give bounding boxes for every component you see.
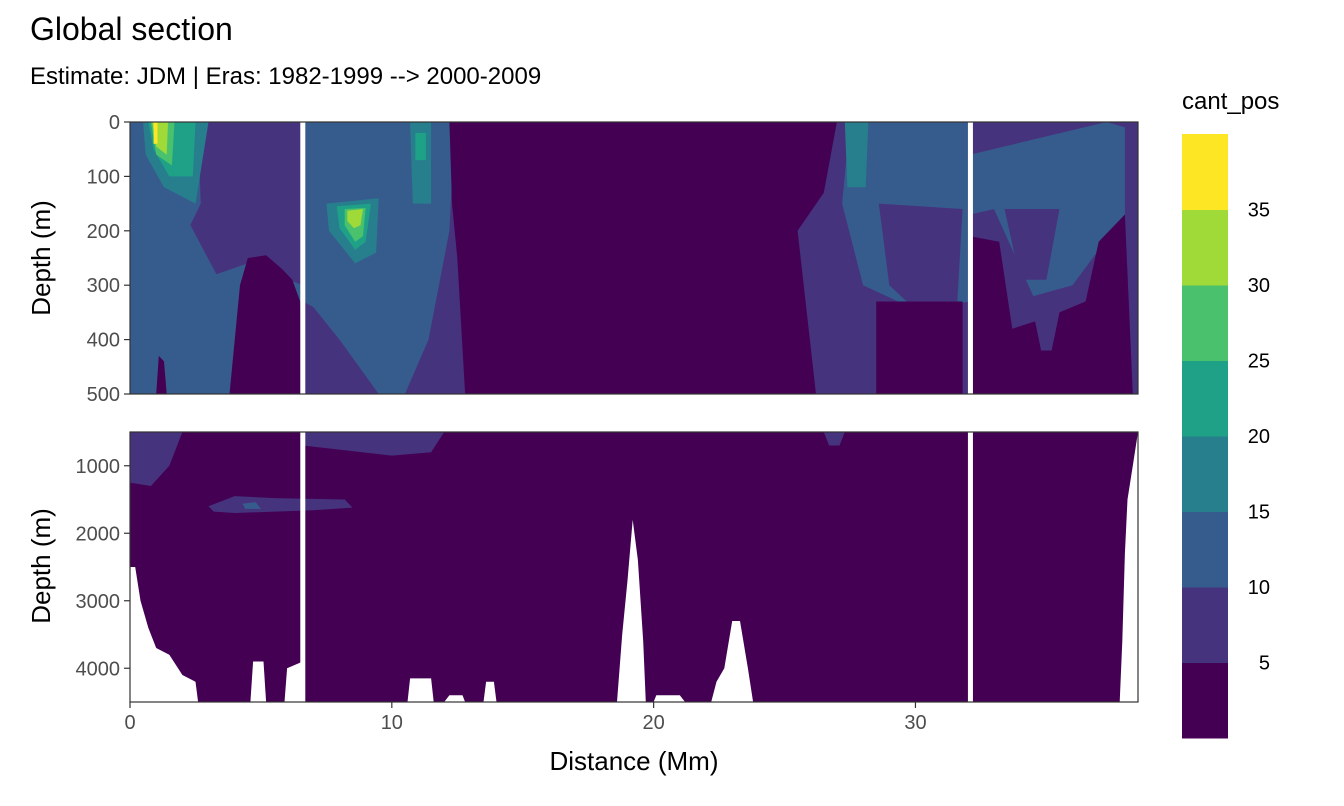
upper-contour-region [878, 203, 963, 310]
upper-contour-region [153, 122, 158, 144]
legend-swatch [1182, 662, 1228, 739]
legend-break-label: 20 [1248, 426, 1270, 448]
lower-y-tick-label: 3000 [76, 591, 121, 613]
chart-subtitle: Estimate: JDM | Eras: 1982-1999 --> 2000… [30, 63, 541, 90]
upper-y-tick-label: 300 [87, 275, 120, 297]
lower-contour-region [302, 432, 445, 456]
upper-contour-region [844, 122, 869, 188]
seafloor-blank [1119, 432, 1138, 702]
upper-contours [130, 122, 1138, 394]
upper-y-tick-label: 400 [87, 330, 120, 352]
x-tick-label: 0 [124, 712, 135, 734]
legend-swatch [1182, 587, 1228, 663]
upper-contour-region [970, 214, 1133, 394]
legend-break-label: 10 [1248, 577, 1270, 599]
lower-contour-region [208, 496, 353, 513]
chart-title: Global section [30, 11, 233, 47]
upper-contour-region [347, 209, 363, 229]
legend-break-label: 15 [1248, 502, 1270, 524]
x-axis: 0 10 20 30 [124, 702, 927, 734]
upper-y-axis: 0 100 200 300 400 500 [87, 112, 130, 406]
seafloor-blank [653, 695, 686, 702]
seafloor-blank [444, 695, 466, 702]
legend-break-label: 30 [1248, 275, 1270, 297]
section-gap [967, 432, 973, 702]
legend-swatch [1182, 436, 1228, 512]
legend: cant_pos 5 10 15 20 25 30 35 [1182, 88, 1279, 739]
y-axis-title-lower: Depth (m) [26, 508, 56, 624]
upper-y-tick-label: 0 [109, 112, 120, 134]
seafloor-blank [711, 621, 754, 702]
upper-contour-region [229, 255, 303, 394]
x-axis-title: Distance (Mm) [549, 746, 718, 776]
upper-contour-region [156, 355, 167, 394]
lower-section-gaps [300, 432, 973, 702]
seafloor-blank [130, 567, 199, 702]
lower-y-tick-label: 4000 [76, 658, 121, 680]
x-tick-label: 10 [381, 712, 403, 734]
seafloor-blank [250, 661, 267, 702]
upper-panel-border [129, 121, 1139, 395]
seafloor-blank [407, 678, 434, 702]
legend-swatch [1182, 209, 1228, 286]
lower-panel: 1000 2000 3000 4000 [76, 431, 1139, 703]
section-gap [300, 122, 306, 394]
upper-panel: 0 100 200 300 400 500 [87, 112, 1139, 406]
y-axis-title-upper: Depth (m) [26, 200, 56, 316]
legend-title: cant_pos [1182, 88, 1279, 115]
section-gap [967, 122, 973, 394]
legend-colorbar [1182, 134, 1228, 739]
upper-contour-region [415, 132, 426, 161]
upper-contour-region [1004, 209, 1060, 280]
legend-swatch [1182, 511, 1228, 588]
upper-contour-region [692, 122, 706, 155]
lower-contour-region [130, 432, 183, 486]
lower-panel-border [129, 431, 1139, 703]
upper-contour-region [449, 122, 837, 394]
upper-y-tick-label: 500 [87, 384, 120, 406]
upper-contour-region [1033, 312, 1060, 351]
lower-y-tick-label: 2000 [76, 523, 121, 545]
legend-break-label: 35 [1248, 200, 1270, 222]
seafloor-blank [483, 681, 497, 702]
seafloor-blank [284, 661, 303, 702]
legend-break-label: 5 [1259, 653, 1270, 675]
lower-contours [130, 432, 1138, 702]
lower-contour-region [242, 502, 261, 509]
legend-swatch [1182, 360, 1228, 437]
section-gap [300, 432, 306, 702]
seafloor-blank [617, 519, 646, 702]
upper-contour-region [876, 301, 963, 394]
legend-swatch [1182, 285, 1228, 361]
x-tick-label: 30 [904, 712, 926, 734]
upper-section-gaps [300, 122, 973, 394]
upper-y-tick-label: 100 [87, 166, 120, 188]
lower-y-tick-label: 1000 [76, 456, 121, 478]
legend-labels: 5 10 15 20 25 30 35 [1248, 200, 1270, 675]
lower-y-axis: 1000 2000 3000 4000 [76, 456, 130, 680]
lower-contour-region [823, 432, 845, 446]
legend-break-label: 25 [1248, 351, 1270, 373]
legend-swatch [1182, 134, 1228, 210]
upper-y-tick-label: 200 [87, 221, 120, 243]
x-tick-label: 20 [643, 712, 665, 734]
